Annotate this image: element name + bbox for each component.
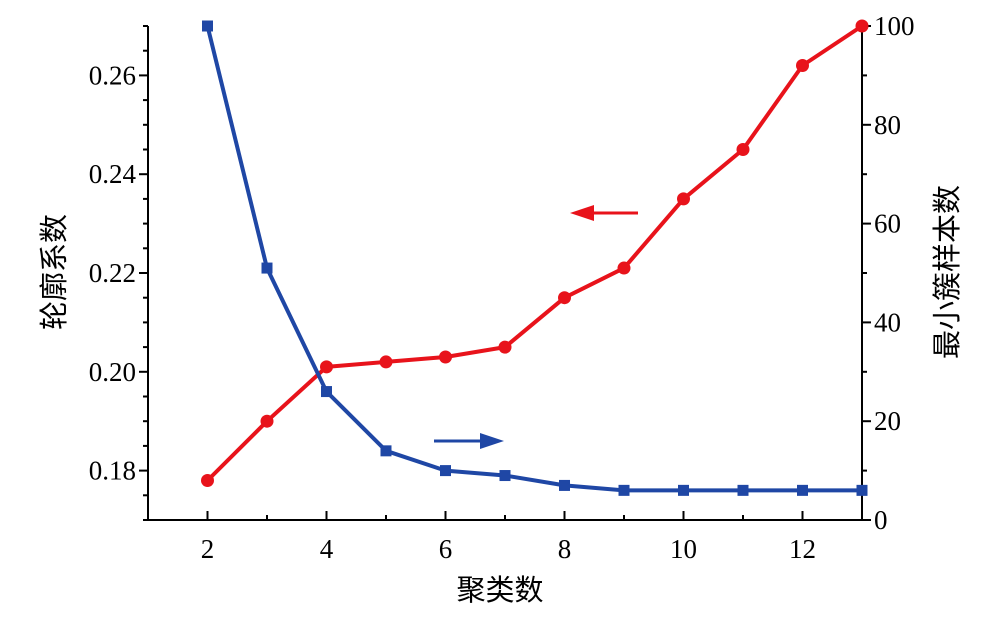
data-point-left-axis [201, 473, 214, 487]
data-point-right-axis [559, 479, 570, 491]
data-point-left-axis [617, 261, 631, 275]
data-point-right-axis [440, 465, 451, 477]
data-point-left-axis [855, 19, 869, 33]
right-y-tick-label: 20 [874, 406, 901, 436]
data-point-left-axis [260, 414, 274, 428]
data-point-left-axis [320, 360, 333, 374]
right-y-axis-title: 最小簇样本数 [930, 185, 964, 359]
data-point-left-axis [379, 355, 393, 369]
data-point-left-axis [736, 143, 750, 156]
series-layer [201, 19, 869, 496]
x-tick-label: 6 [439, 534, 453, 564]
data-point-right-axis [737, 484, 749, 496]
data-point-left-axis [439, 350, 452, 364]
data-point-right-axis [797, 484, 808, 496]
x-tick-label: 4 [320, 534, 334, 564]
left-y-tick-label: 0.26 [89, 60, 136, 90]
data-point-right-axis [678, 484, 689, 496]
left-y-tick-label: 0.22 [89, 258, 136, 288]
arrows [434, 205, 638, 449]
left-y-axis-title: 轮廓系数 [37, 214, 71, 330]
x-tick-label: 12 [789, 534, 816, 564]
right-y-tick-label: 0 [874, 505, 888, 535]
series-line-right-axis [205, 25, 862, 493]
data-point-right-axis [261, 262, 273, 274]
data-point-left-axis [558, 291, 571, 305]
x-tick-label: 10 [670, 534, 697, 564]
data-point-left-axis [677, 192, 690, 206]
data-point-right-axis [380, 445, 392, 457]
data-point-right-axis [499, 470, 511, 482]
data-point-left-axis [498, 340, 512, 354]
axes: 2 4 6 8 10 12 0.18 0.20 0.22 0.24 0.26 0 20 40 60 80 100 [89, 11, 915, 564]
left-y-tick-label: 0.18 [89, 456, 136, 486]
right-y-tick-label: 100 [874, 11, 915, 41]
right-axis-arrow-head [480, 433, 504, 449]
left-y-tick-label: 0.24 [89, 159, 137, 189]
data-point-right-axis [202, 20, 213, 32]
x-axis-title: 聚类数 [456, 573, 543, 607]
data-point-left-axis [796, 59, 809, 73]
right-y-tick-label: 60 [874, 209, 901, 239]
x-tick-label: 2 [201, 534, 215, 564]
right-y-tick-label: 40 [874, 307, 901, 337]
data-point-right-axis [321, 386, 332, 398]
data-point-right-axis [856, 484, 868, 496]
left-axis-arrow-head [570, 205, 594, 221]
x-tick-label: 8 [558, 534, 572, 564]
right-y-tick-label: 80 [874, 110, 901, 140]
data-point-right-axis [618, 484, 630, 496]
left-y-tick-label: 0.20 [89, 357, 136, 387]
series-line-left-axis [206, 24, 864, 482]
